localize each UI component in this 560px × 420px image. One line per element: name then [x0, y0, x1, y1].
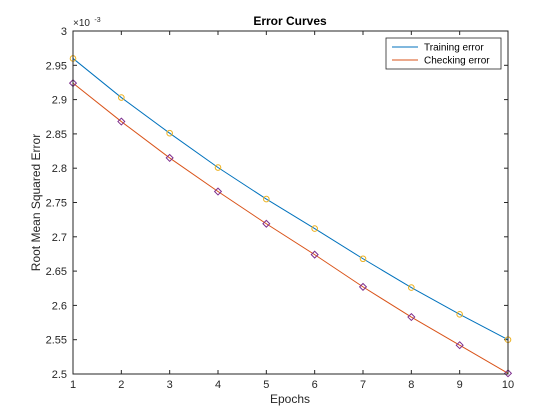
data-point-training-error: [311, 225, 318, 232]
y-tick-label: 2.9: [52, 95, 67, 107]
data-point-training-error: [456, 311, 463, 318]
data-point-checking-error: [165, 153, 174, 163]
legend: Training error Checking error: [385, 37, 502, 70]
x-tick-label: 8: [408, 379, 414, 391]
data-point-checking-error: [407, 312, 416, 322]
y-tick-label: 2.7: [52, 232, 67, 244]
data-point-training-error: [359, 255, 367, 263]
data-point-training-error: [263, 195, 270, 203]
y-tick-label: 2.95: [46, 60, 67, 72]
plot-background: [73, 31, 508, 374]
x-tick-label: 4: [215, 379, 221, 391]
y-tick-label: 2.85: [46, 129, 67, 141]
y-tick-label: 2.55: [46, 335, 67, 347]
exponent-power: -3: [94, 17, 100, 24]
y-tick-label: 2.75: [46, 198, 67, 210]
data-point-checking-error: [503, 369, 513, 378]
legend-box: [385, 37, 502, 70]
plot-frame: [72, 30, 509, 375]
x-axis-label: Epochs: [270, 392, 310, 406]
data-point-checking-error: [262, 219, 271, 228]
y-axis-label: Root Mean Squared Error: [29, 134, 43, 271]
y-axis-exponent: ×10 -3: [73, 13, 101, 30]
series-layer: [68, 55, 513, 378]
x-tick-label: 5: [263, 379, 269, 391]
x-tick-label: 1: [70, 379, 76, 391]
x-tick-label: 10: [502, 379, 514, 391]
data-point-training-error: [408, 284, 415, 291]
data-point-checking-error: [117, 117, 126, 126]
exponent-base: ×10: [73, 18, 90, 29]
series-line-checking-error: [72, 82, 509, 374]
data-point-checking-error: [310, 250, 319, 259]
data-point-checking-error: [213, 187, 223, 196]
legend-label-training-error: Training error: [424, 43, 484, 54]
x-tick-label: 7: [360, 379, 366, 391]
legend-label-checking-error: Checking error: [424, 56, 490, 67]
data-point-checking-error: [358, 282, 368, 291]
y-tick-label: 2.5: [52, 369, 67, 381]
y-tick-label: 2.6: [52, 300, 67, 312]
data-point-training-error: [166, 129, 173, 137]
x-tick-label: 3: [167, 379, 173, 391]
y-tick-label: 3: [61, 26, 67, 38]
x-tick-label: 9: [457, 379, 463, 391]
x-tick-label: 2: [118, 379, 124, 391]
chart-title: Error Curves: [253, 14, 327, 28]
data-point-checking-error: [455, 341, 464, 350]
data-point-training-error: [118, 94, 125, 101]
x-tick-label: 6: [312, 379, 318, 391]
series-line-training-error: [72, 58, 509, 341]
data-point-training-error: [214, 164, 222, 171]
y-tick-label: 2.65: [46, 266, 67, 278]
y-tick-label: 2.8: [52, 163, 67, 175]
